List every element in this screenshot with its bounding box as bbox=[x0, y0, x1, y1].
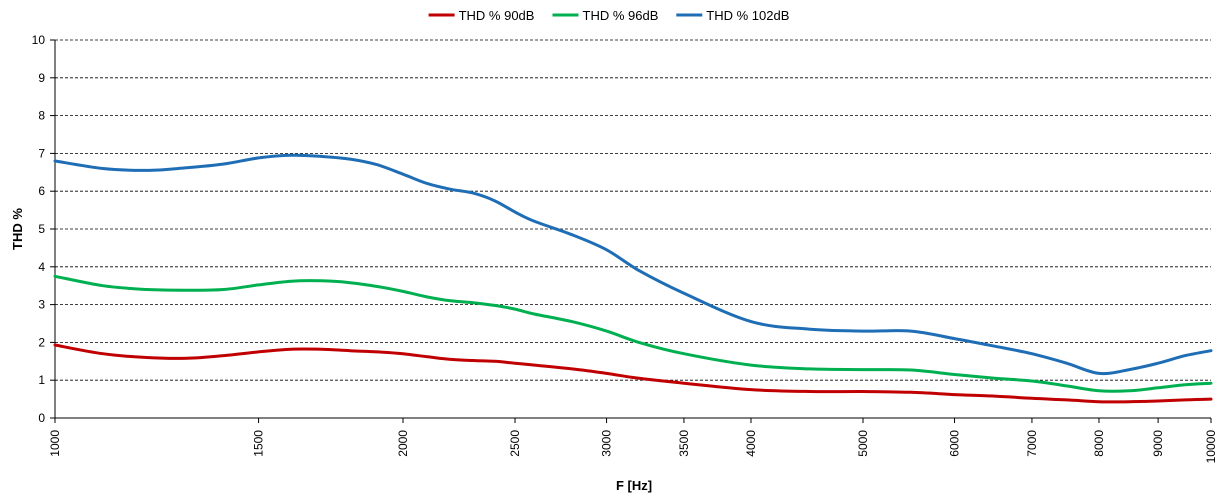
legend-item-0: THD % 90dB bbox=[428, 8, 535, 23]
x-tick-label: 10000 bbox=[1204, 430, 1218, 464]
x-tick-labels: 1000 1500 2000 2500 3000 3500 4000 5000 6000 7000… bbox=[48, 430, 1218, 464]
legend-label: THD % 90dB bbox=[459, 8, 535, 23]
y-tick-label: 5 bbox=[38, 222, 45, 236]
x-tick-label: 9000 bbox=[1151, 430, 1165, 457]
y-tick-label: 1 bbox=[38, 373, 45, 387]
x-tick-label: 5000 bbox=[856, 430, 870, 457]
series-line-0 bbox=[53, 343, 1213, 404]
x-tick-label: 1500 bbox=[252, 430, 266, 457]
series-line-1 bbox=[53, 274, 1213, 393]
y-axis-label: THD % bbox=[10, 208, 25, 250]
legend: THD % 90dB THD % 96dB THD % 102dB bbox=[428, 8, 789, 23]
y-tick-label: 2 bbox=[38, 335, 45, 349]
grid-lines bbox=[55, 39, 1211, 381]
legend-label: THD % 96dB bbox=[583, 8, 659, 23]
y-tick-labels: 0 1 2 3 4 5 6 7 8 9 10 bbox=[32, 33, 46, 425]
series-line-2 bbox=[53, 153, 1213, 376]
x-tick-label: 1000 bbox=[48, 430, 62, 457]
y-tick-label: 3 bbox=[38, 298, 45, 312]
x-tick-label: 4000 bbox=[744, 430, 758, 457]
y-tick-label: 10 bbox=[32, 33, 46, 47]
y-tick-label: 0 bbox=[38, 411, 45, 425]
x-tick-label: 2000 bbox=[396, 430, 410, 457]
axes bbox=[50, 39, 1212, 423]
series-lines bbox=[53, 153, 1213, 404]
legend-item-1: THD % 96dB bbox=[552, 8, 659, 23]
y-tick-label: 4 bbox=[38, 260, 45, 274]
y-tick-label: 6 bbox=[38, 184, 45, 198]
y-tick-label: 9 bbox=[38, 71, 45, 85]
x-tick-label: 3500 bbox=[677, 430, 691, 457]
legend-label: THD % 102dB bbox=[706, 8, 789, 23]
x-tick-label: 6000 bbox=[948, 430, 962, 457]
legend-item-2: THD % 102dB bbox=[676, 8, 789, 23]
x-axis-label: F [Hz] bbox=[616, 478, 652, 493]
x-tick-label: 7000 bbox=[1025, 430, 1039, 457]
y-tick-label: 7 bbox=[38, 146, 45, 160]
x-tick-label: 8000 bbox=[1092, 430, 1106, 457]
x-tick-label: 3000 bbox=[600, 430, 614, 457]
y-tick-label: 8 bbox=[38, 109, 45, 123]
x-tick-label: 2500 bbox=[508, 430, 522, 457]
